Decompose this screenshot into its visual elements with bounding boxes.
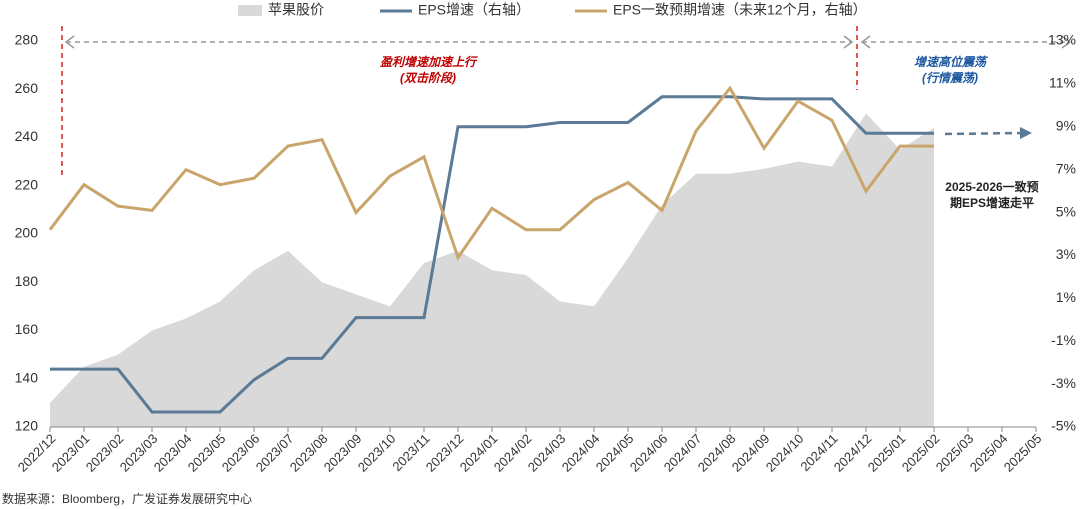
y2-tick-label: 7% (1056, 160, 1076, 176)
y2-tick-label: 11% (1049, 75, 1076, 91)
y2-tick-label: 3% (1056, 246, 1076, 262)
phase-arrows (64, 35, 1072, 49)
y-tick-label: 260 (15, 80, 39, 96)
legend-swatch (238, 5, 262, 16)
x-tick-label: 2023/10 (355, 431, 399, 475)
legend-label: EPS增速（右轴） (418, 2, 530, 18)
y-tick-label: 280 (15, 32, 39, 48)
y-tick-label: 180 (15, 273, 39, 289)
annotation: 增速高位震荡 (914, 55, 988, 69)
x-tick-label: 2024/10 (763, 431, 807, 475)
annotation: 期EPS增速走平 (950, 195, 1034, 210)
series-line (48, 85, 934, 261)
x-tick-label: 2025/05 (1001, 431, 1045, 475)
y2-tick-label: -3% (1051, 375, 1076, 391)
y-tick-label: 200 (15, 225, 39, 241)
legend-label: 苹果股价 (268, 2, 324, 18)
price-area (50, 113, 934, 427)
y-tick-label: 160 (15, 321, 39, 337)
legend-label: EPS一致预期增速（未来12个月，右轴） (613, 2, 867, 18)
y-tick-label: 240 (15, 128, 39, 144)
plot (48, 85, 934, 427)
annotation: 盈利增速加速上行 (380, 55, 478, 69)
y2-tick-label: 9% (1056, 117, 1076, 133)
y2-tick-label: 5% (1056, 203, 1076, 219)
forecast-arrow (944, 127, 1032, 139)
series-line (50, 95, 934, 414)
y2-tick-label: 13% (1048, 32, 1076, 48)
y-tick-label: 220 (15, 176, 39, 192)
y2-tick-label: 1% (1056, 289, 1076, 305)
annotation: (双击阶段) (400, 71, 456, 85)
y-tick-label: 140 (15, 369, 39, 385)
y-tick-label: 120 (15, 418, 39, 434)
annotation: (行情震荡) (922, 71, 978, 85)
y2-tick-label: -1% (1051, 332, 1076, 348)
y2-tick-label: -5% (1051, 418, 1076, 434)
source-note: 数据来源：Bloomberg，广发证券发展研究中心 (2, 491, 252, 506)
annotation: 2025-2026一致预 (945, 179, 1038, 194)
